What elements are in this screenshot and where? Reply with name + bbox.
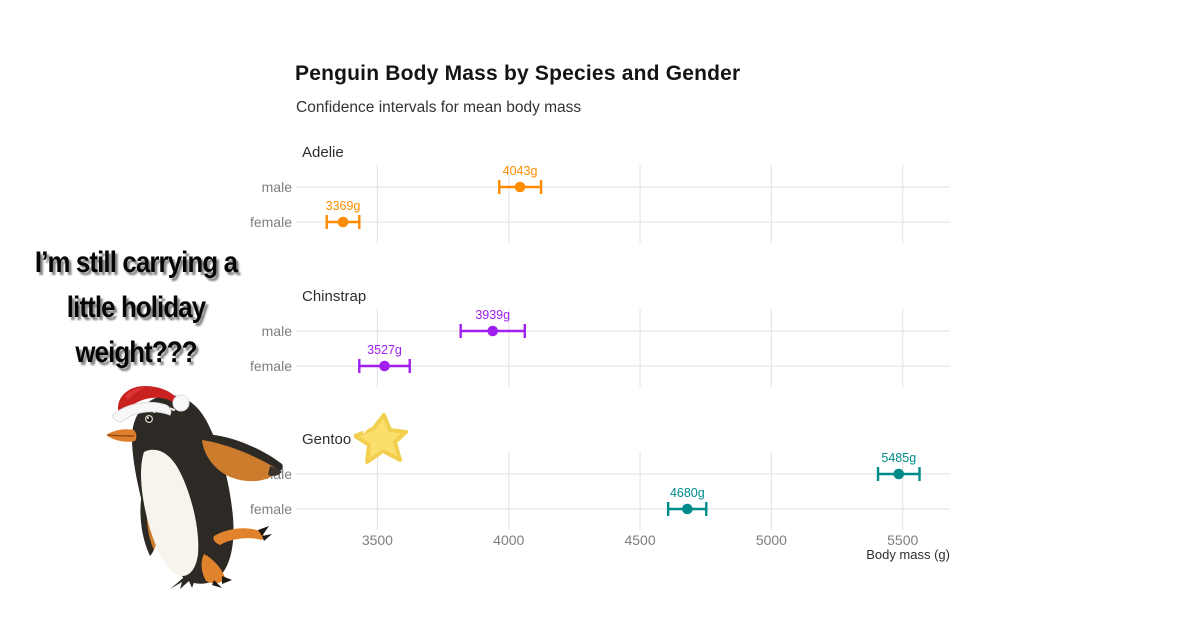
penguin-santa-sticker bbox=[106, 386, 283, 589]
x-tick-label: 4500 bbox=[624, 532, 655, 548]
penguin-feet bbox=[201, 526, 272, 588]
mean-point bbox=[487, 325, 499, 337]
y-axis-label: female bbox=[250, 214, 292, 230]
value-label: 4043g bbox=[503, 164, 538, 178]
meme-text-line: I’m still carrying a bbox=[34, 246, 238, 279]
mean-point bbox=[893, 468, 905, 480]
penguin-body bbox=[106, 395, 283, 589]
value-label: 3369g bbox=[326, 199, 361, 213]
chart-subtitle: Confidence intervals for mean body mass bbox=[296, 99, 582, 116]
y-axis-label: female bbox=[250, 501, 292, 517]
value-label: 3527g bbox=[367, 343, 402, 357]
mean-point bbox=[514, 181, 526, 193]
x-tick-label: 4000 bbox=[493, 532, 524, 548]
meme-text-line: weight??? bbox=[75, 336, 197, 369]
chart-title: Penguin Body Mass by Species and Gender bbox=[295, 62, 741, 85]
x-tick-label: 5500 bbox=[887, 532, 918, 548]
x-axis-title: Body mass (g) bbox=[866, 547, 950, 562]
value-label: 4680g bbox=[670, 486, 705, 500]
y-axis-label: female bbox=[250, 358, 292, 374]
facet-label: Gentoo bbox=[302, 431, 351, 448]
mean-point bbox=[379, 360, 390, 372]
mean-point bbox=[682, 503, 693, 515]
penguin-tail bbox=[170, 570, 197, 589]
value-label: 3939g bbox=[475, 308, 510, 322]
penguin-flipper-right bbox=[202, 434, 283, 471]
mean-point bbox=[337, 216, 349, 228]
x-tick-label: 5000 bbox=[756, 532, 787, 548]
facet-label: Chinstrap bbox=[302, 288, 366, 305]
santa-hat bbox=[111, 386, 190, 423]
meme-text-line: little holiday bbox=[66, 291, 206, 324]
y-axis-label: male bbox=[262, 323, 293, 339]
value-label: 5485g bbox=[881, 451, 916, 465]
penguin-beak bbox=[106, 429, 137, 442]
y-axis-label: male bbox=[262, 179, 293, 195]
star-icon bbox=[354, 413, 408, 464]
x-tick-label: 3500 bbox=[362, 532, 393, 548]
meme-caption: I’m still carrying a little holiday weig… bbox=[21, 240, 251, 375]
facet-label: Adelie bbox=[302, 144, 344, 161]
